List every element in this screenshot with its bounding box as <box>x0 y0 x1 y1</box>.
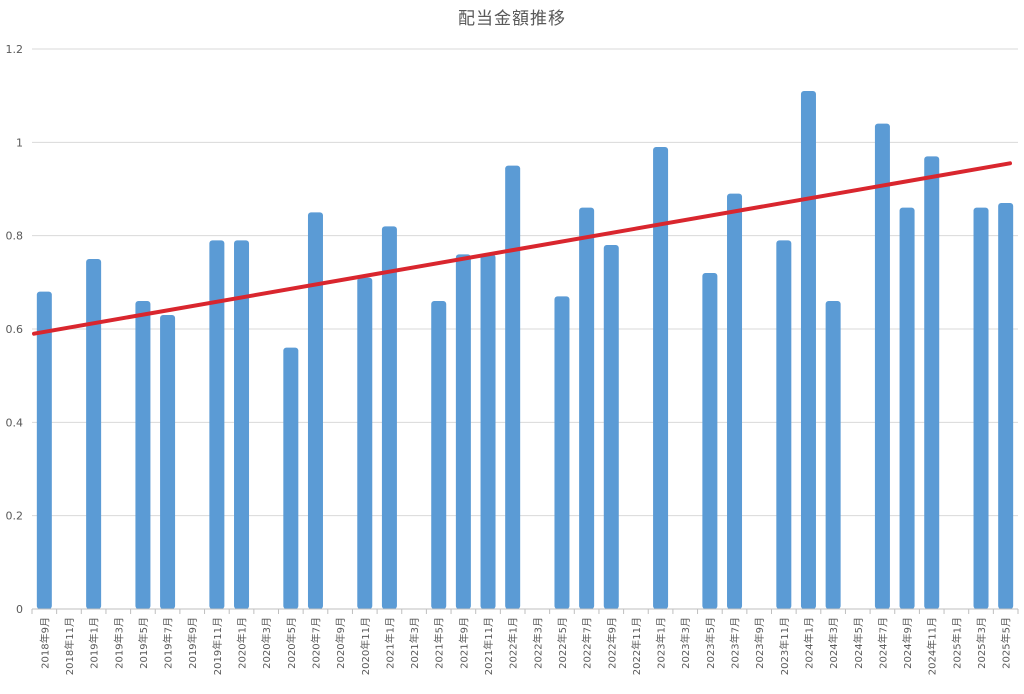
x-tick-label: 2022年9月 <box>605 617 618 669</box>
bar <box>86 259 102 609</box>
x-tick-label: 2019年3月 <box>112 617 125 669</box>
bar <box>455 254 471 610</box>
x-tick-label: 2021年3月 <box>408 617 421 669</box>
x-axis-tick-labels: 2018年9月 2018年11月 2019年1月 2019年3月 2019年5月 2019… <box>38 617 1012 675</box>
bar <box>160 315 176 609</box>
bar <box>874 123 890 610</box>
x-tick-label: 2024年3月 <box>827 617 840 669</box>
y-tick-label: 0 <box>16 603 23 616</box>
bar <box>702 273 718 609</box>
bar <box>431 301 447 609</box>
x-tick-label: 2020年9月 <box>334 617 347 669</box>
bar <box>381 226 397 610</box>
x-tick-label: 2025年3月 <box>975 617 988 669</box>
x-tick-label: 2019年1月 <box>88 617 101 669</box>
y-tick-label: 0.8 <box>6 230 24 243</box>
y-tick-label: 1.2 <box>6 43 24 56</box>
x-tick-label: 2022年1月 <box>507 617 520 669</box>
x-tick-label: 2021年1月 <box>383 617 396 669</box>
x-tick-label: 2020年1月 <box>236 617 249 669</box>
x-tick-label: 2020年5月 <box>285 617 298 669</box>
x-tick-label: 2022年3月 <box>531 617 544 669</box>
y-tick-label: 0.4 <box>6 416 24 429</box>
y-tick-label: 0.2 <box>6 510 24 523</box>
bar <box>653 147 669 609</box>
bar <box>234 240 250 610</box>
x-tick-label: 2023年9月 <box>753 617 766 669</box>
y-tick-label: 1 <box>16 136 23 149</box>
bar <box>727 193 743 609</box>
x-tick-label: 2021年11月 <box>482 617 495 675</box>
bar <box>998 203 1014 609</box>
y-tick-label: 0.6 <box>6 323 24 336</box>
bar <box>800 91 816 609</box>
bar <box>283 347 299 609</box>
x-tick-label: 2024年9月 <box>901 617 914 669</box>
x-tick-label: 2023年5月 <box>704 617 717 669</box>
x-tick-label: 2022年7月 <box>581 617 594 669</box>
bar <box>36 291 52 609</box>
x-tick-label: 2019年11月 <box>211 617 224 675</box>
bar <box>603 245 619 609</box>
bar <box>776 240 792 610</box>
x-tick-label: 2023年3月 <box>679 617 692 669</box>
gridlines <box>32 48 1018 517</box>
x-tick-label: 2023年11月 <box>778 617 791 675</box>
x-tick-label: 2018年11月 <box>63 617 76 675</box>
bar <box>899 207 915 609</box>
trendline-line <box>32 161 1012 336</box>
bar <box>825 301 841 609</box>
x-tick-label: 2024年11月 <box>926 617 939 675</box>
x-tick-label: 2019年9月 <box>186 617 199 669</box>
bar <box>554 296 570 609</box>
chart-title: 配当金額推移 <box>458 9 566 29</box>
x-tick-label: 2020年11月 <box>359 617 372 675</box>
bar <box>973 207 989 609</box>
x-tick-label: 2023年7月 <box>729 617 742 669</box>
x-tick-label: 2023年1月 <box>655 617 668 669</box>
trendline <box>32 161 1012 336</box>
bar <box>357 277 373 609</box>
x-axis <box>31 608 1019 614</box>
x-tick-label: 2021年9月 <box>457 617 470 669</box>
bar <box>505 165 521 609</box>
bar <box>307 212 323 610</box>
bar <box>579 207 595 609</box>
x-tick-label: 2024年7月 <box>876 617 889 669</box>
x-tick-label: 2022年5月 <box>556 617 569 669</box>
x-tick-label: 2024年1月 <box>802 617 815 669</box>
bars <box>36 91 1014 610</box>
x-tick-label: 2020年3月 <box>260 617 273 669</box>
y-axis-tick-labels: 0 0.2 0.4 0.6 0.8 1 1.2 <box>6 43 24 616</box>
x-tick-label: 2019年7月 <box>162 617 175 669</box>
x-tick-label: 2020年7月 <box>309 617 322 669</box>
x-tick-label: 2024年5月 <box>852 617 865 669</box>
x-tick-label: 2022年11月 <box>630 617 643 675</box>
x-tick-label: 2019年5月 <box>137 617 150 669</box>
bar <box>135 301 151 609</box>
bar <box>924 156 940 610</box>
x-tick-label: 2018年9月 <box>38 617 51 669</box>
x-tick-label: 2025年5月 <box>1000 617 1013 669</box>
x-tick-label: 2025年1月 <box>950 617 963 669</box>
bar <box>209 240 225 610</box>
x-tick-label: 2021年5月 <box>433 617 446 669</box>
bar <box>480 254 496 610</box>
